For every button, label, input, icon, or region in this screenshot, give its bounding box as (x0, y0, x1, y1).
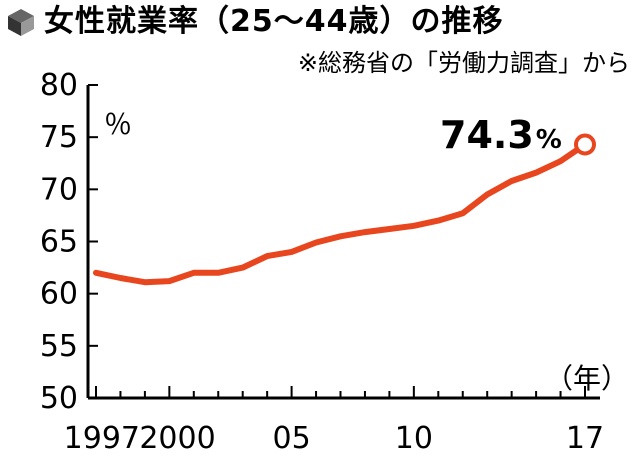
y-unit-label: ％ (104, 108, 132, 141)
source-note: ※総務省の「労働力調査」から (297, 49, 630, 77)
ticks: 50 55 60 65 70 75 80 1997 2000 05 10 17 (40, 68, 604, 456)
x-tick-label: 05 (273, 421, 311, 456)
y-tick-label: 70 (40, 172, 78, 207)
series-group (93, 133, 596, 286)
y-tick-label: 50 (40, 381, 78, 416)
title-block: 女性就業率（25～44歳）の推移 (6, 4, 504, 40)
chart-title: 女性就業率（25～44歳）の推移 (44, 4, 504, 39)
x-tick-label: 2000 (139, 421, 215, 456)
x-tick-label: 1997 (64, 421, 140, 456)
end-point-marker (574, 133, 596, 156)
x-tick-label: 10 (395, 421, 433, 456)
series-line-0 (93, 141, 588, 286)
y-tick-label: 75 (40, 120, 78, 155)
y-tick-label: 65 (40, 225, 78, 260)
cube-icon (8, 9, 34, 36)
end-value-label: 74.3% (440, 113, 562, 157)
y-tick-label: 60 (40, 277, 78, 312)
y-tick-label: 55 (40, 329, 78, 364)
x-unit-label: （年） (545, 362, 629, 395)
x-tick-label: 17 (566, 421, 604, 456)
y-tick-label: 80 (40, 68, 78, 103)
